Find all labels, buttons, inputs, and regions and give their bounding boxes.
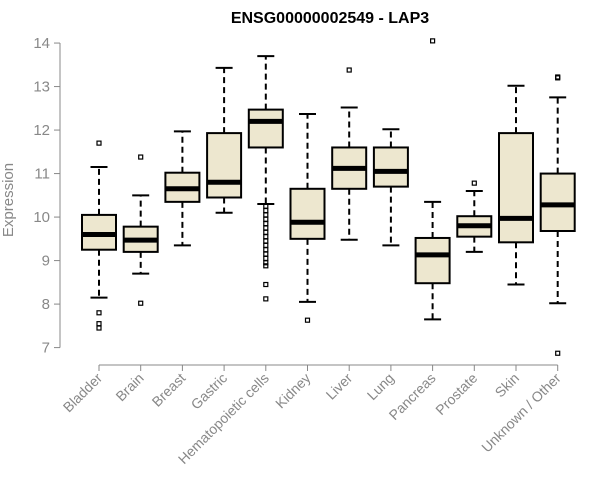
box-hematopoietic-cells <box>247 55 284 302</box>
outlier-point <box>138 300 144 306</box>
y-tick-label: 12 <box>33 122 50 139</box>
y-tick-label: 14 <box>33 35 50 52</box>
outlier-point <box>263 296 269 302</box>
box-breast <box>164 130 201 247</box>
box-brain <box>122 154 159 306</box>
box-skin <box>498 84 534 286</box>
box-prostate <box>456 180 493 253</box>
x-tick-label: Prostate <box>432 370 480 418</box>
x-tick-label: Unknown / Other <box>478 370 564 456</box>
iqr-box <box>498 132 534 244</box>
outlier-point <box>96 325 102 331</box>
y-tick-label: 7 <box>42 340 50 357</box>
iqr-box <box>206 132 243 199</box>
outlier-point <box>263 234 269 240</box>
iqr-box <box>289 187 326 240</box>
outlier-point <box>430 38 436 44</box>
y-tick-label: 10 <box>33 209 50 226</box>
outlier-point <box>263 238 269 244</box>
box-liver <box>331 67 368 241</box>
iqr-box <box>372 146 409 188</box>
outlier-point <box>263 216 269 222</box>
outlier-point <box>263 221 269 227</box>
outlier-point <box>304 317 311 323</box>
box-bladder <box>81 140 117 331</box>
outlier-point <box>555 350 561 356</box>
outlier-point <box>263 255 269 262</box>
iqr-box <box>414 236 451 285</box>
outlier-point <box>263 247 269 253</box>
box-pancreas <box>414 38 451 321</box>
outlier-point <box>138 154 144 160</box>
outlier-point <box>96 310 102 316</box>
outlier-point <box>263 212 269 218</box>
chart-title: ENSG00000002549 - LAP3 <box>231 10 429 27</box>
outlier-point <box>263 229 269 235</box>
x-tick-label: Skin <box>492 370 523 401</box>
iqr-box <box>539 172 576 232</box>
outlier-point <box>555 74 561 80</box>
y-tick-label: 13 <box>33 79 50 96</box>
box-gastric <box>206 66 243 214</box>
y-tick-label: 8 <box>42 296 50 313</box>
iqr-box <box>247 108 284 149</box>
outlier-point <box>263 207 269 214</box>
outlier-point <box>96 321 102 327</box>
y-axis: 7 8 9 10 11 12 13 14 <box>33 35 61 357</box>
x-tick-label: Brain <box>112 370 146 404</box>
x-tick-label: Bladder <box>60 370 106 416</box>
boxes-group <box>81 38 576 356</box>
x-tick-label: Liver <box>323 370 356 403</box>
x-tick-label: Breast <box>149 370 189 410</box>
outlier-point <box>471 180 477 186</box>
outlier-point <box>263 225 269 231</box>
y-axis-label: Expression <box>0 163 17 237</box>
x-tick-label: Lung <box>364 370 397 403</box>
box-unknown-other <box>539 74 576 356</box>
outlier-point <box>263 260 269 266</box>
outlier-point <box>263 251 269 257</box>
outlier-point <box>263 281 269 288</box>
outlier-point <box>263 242 269 248</box>
outlier-point <box>96 140 102 146</box>
box-lung <box>372 128 409 247</box>
y-tick-label: 9 <box>42 253 50 270</box>
x-tick-label: Kidney <box>272 370 314 412</box>
outlier-point <box>346 67 352 73</box>
box-kidney <box>289 112 326 323</box>
outlier-point <box>263 263 269 269</box>
y-tick-label: 11 <box>34 166 50 183</box>
